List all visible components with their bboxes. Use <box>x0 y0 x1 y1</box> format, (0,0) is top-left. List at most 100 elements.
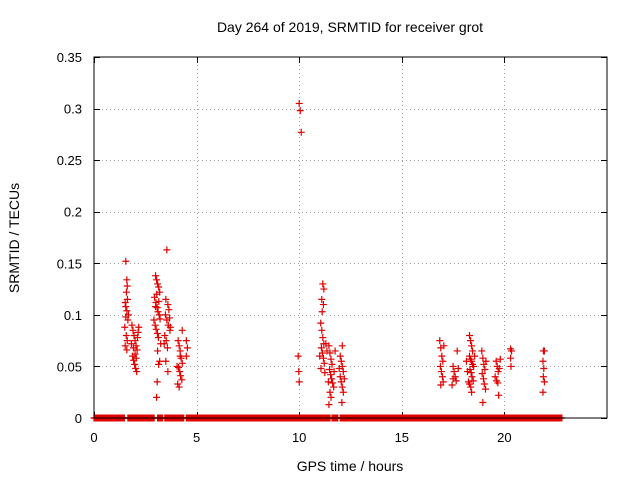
data-point <box>150 316 158 324</box>
data-point <box>478 347 486 355</box>
data-point <box>162 295 170 303</box>
data-point <box>122 331 130 339</box>
data-point <box>319 354 327 362</box>
data-point <box>492 357 500 365</box>
y-tick-label: 0.15 <box>57 256 82 271</box>
x-tick-label: 10 <box>292 430 306 445</box>
data-point <box>123 295 131 303</box>
data-point <box>339 388 347 396</box>
data-point <box>540 364 548 372</box>
data-point <box>450 368 458 376</box>
data-point <box>494 379 502 387</box>
chart-title: Day 264 of 2019, SRMTID for receiver gro… <box>217 19 483 35</box>
grid-lines <box>94 57 607 418</box>
data-point <box>440 342 448 350</box>
data-point <box>154 347 162 355</box>
data-point <box>123 337 131 345</box>
data-point <box>324 378 332 386</box>
data-point <box>325 401 333 409</box>
data-point <box>160 340 168 348</box>
data-point <box>330 383 338 391</box>
data-point <box>325 342 333 350</box>
data-point <box>156 315 164 323</box>
data-point <box>183 344 191 352</box>
data-point <box>166 323 174 331</box>
data-point <box>151 321 159 329</box>
data-point <box>540 378 548 386</box>
data-point <box>327 355 335 363</box>
data-point <box>122 288 130 296</box>
data-point <box>156 357 164 365</box>
data-point <box>155 283 163 291</box>
data-point <box>152 272 160 280</box>
data-point <box>319 301 327 309</box>
data-point <box>328 360 336 368</box>
data-point <box>321 369 329 377</box>
data-point <box>175 342 183 350</box>
data-point <box>163 344 171 352</box>
data-point <box>154 280 162 288</box>
data-point <box>337 357 345 365</box>
data-point <box>318 295 326 303</box>
data-point <box>152 325 160 333</box>
data-point <box>129 344 137 352</box>
data-point <box>161 311 169 319</box>
data-point <box>479 399 487 407</box>
data-point <box>467 369 475 377</box>
data-point <box>124 311 132 319</box>
data-point <box>124 316 132 324</box>
data-point <box>438 352 446 360</box>
data-point <box>479 375 487 383</box>
data-point <box>154 334 162 342</box>
data-point <box>468 373 476 381</box>
data-point <box>329 379 337 387</box>
data-point <box>154 308 162 316</box>
data-point <box>336 352 344 360</box>
data-point <box>318 308 326 316</box>
data-point <box>153 290 161 298</box>
data-point <box>326 349 334 357</box>
data-point <box>507 362 515 370</box>
data-point <box>153 378 161 386</box>
data-point <box>175 363 183 371</box>
data-point <box>319 334 327 342</box>
data-point <box>464 378 472 386</box>
data-point <box>122 257 130 265</box>
data-point <box>155 360 163 368</box>
data-point <box>495 391 503 399</box>
x-tick-label: 5 <box>193 430 200 445</box>
data-point <box>449 362 457 370</box>
data-point <box>469 347 477 355</box>
data-point <box>539 357 547 365</box>
y-tick-label: 0.25 <box>57 153 82 168</box>
data-point <box>482 385 490 393</box>
data-point <box>161 331 169 339</box>
data-point <box>162 357 170 365</box>
data-point <box>467 383 475 391</box>
data-point <box>296 107 304 115</box>
data-point <box>155 297 163 305</box>
data-point <box>178 359 186 367</box>
y-tick-label: 0.05 <box>57 359 82 374</box>
data-point <box>439 357 447 365</box>
data-point <box>134 328 142 336</box>
data-point <box>436 362 444 370</box>
data-point <box>327 393 335 401</box>
data-point <box>320 359 328 367</box>
data-point <box>318 326 326 334</box>
data-point <box>164 368 172 376</box>
data-point <box>121 342 129 350</box>
data-point <box>467 337 475 345</box>
data-point <box>539 388 547 396</box>
data-point <box>129 326 137 334</box>
data-point <box>121 323 129 331</box>
data-point <box>437 381 445 389</box>
data-point <box>163 246 171 254</box>
data-point <box>155 311 163 319</box>
data-point <box>454 364 462 372</box>
data-point <box>453 347 461 355</box>
data-point <box>132 364 140 372</box>
data-point <box>134 334 142 342</box>
x-tick-label: 0 <box>90 430 97 445</box>
data-point <box>152 303 160 311</box>
